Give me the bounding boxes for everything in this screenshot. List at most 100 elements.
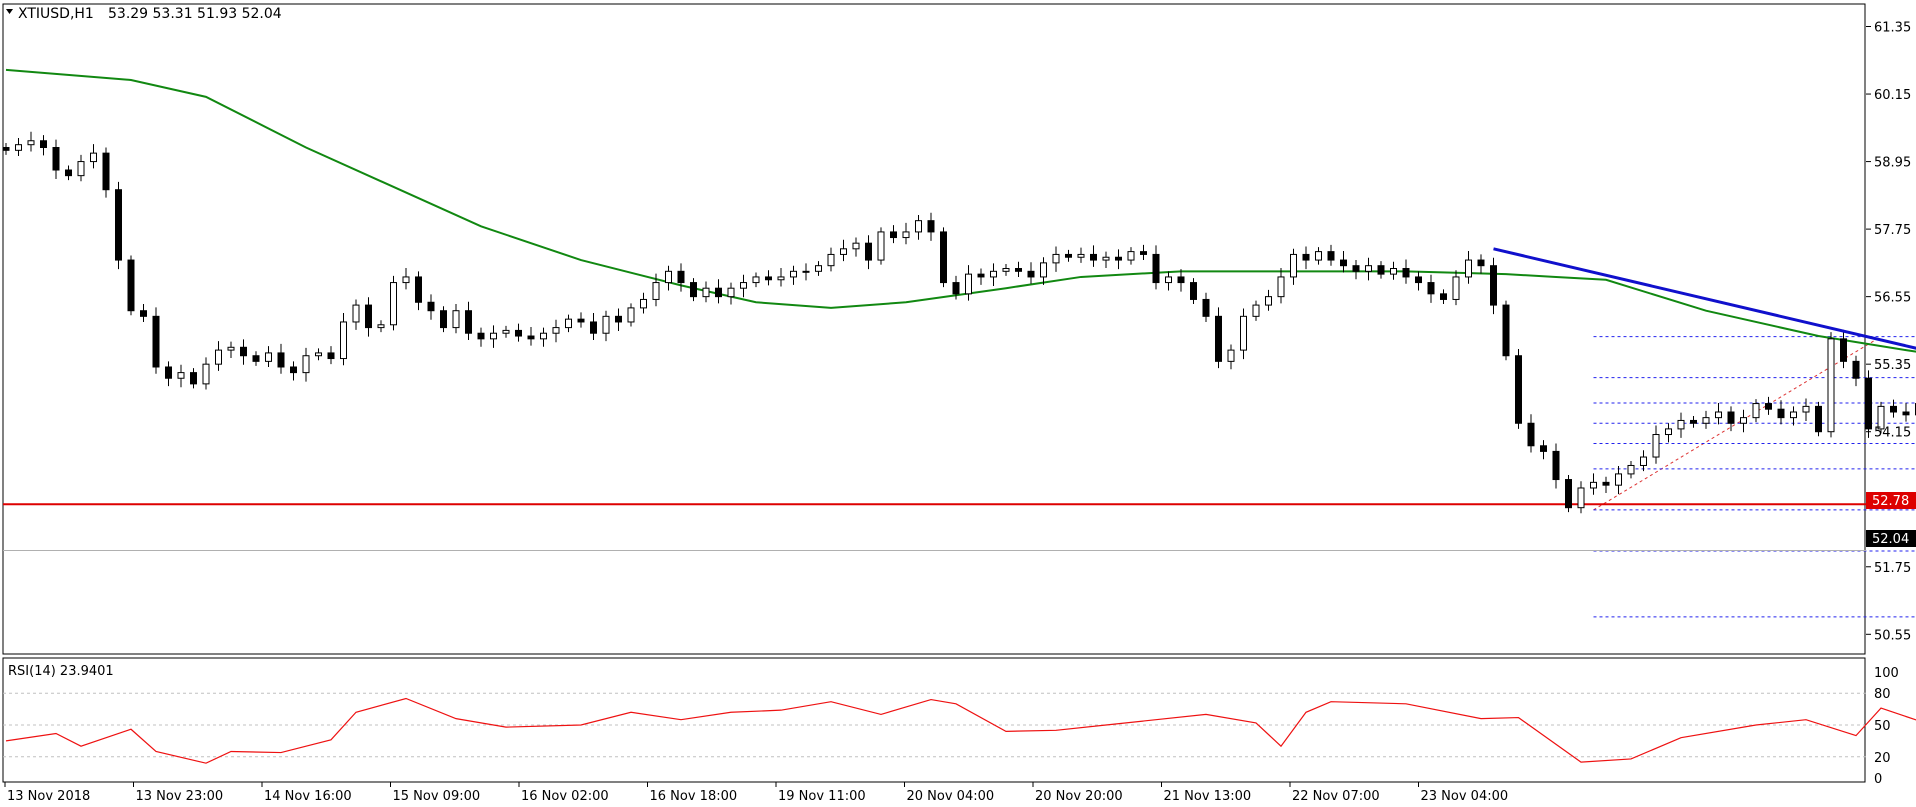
candle-body (1565, 479, 1572, 509)
rsi-tick-label: 50 (1874, 719, 1891, 734)
candle-body (1877, 405, 1885, 430)
time-tick-label: 23 Nov 04:00 (1421, 789, 1509, 804)
candle-body (1615, 473, 1622, 486)
trendline-segment (1493, 247, 1916, 350)
price-tick-label: 54.15 (1874, 426, 1911, 441)
trendline (1493, 247, 1916, 350)
candle-body (790, 270, 797, 278)
candle-body (252, 355, 260, 362)
candle-body (677, 270, 685, 284)
candle-body (1002, 268, 1010, 272)
candle-body (1052, 253, 1060, 264)
price-tick-label: 61.35 (1874, 21, 1911, 36)
candle-body (1540, 445, 1547, 452)
candle-body (440, 310, 447, 329)
candle-body (302, 355, 310, 374)
candle-body (752, 276, 760, 284)
candle-body (1490, 265, 1497, 306)
candle-body (1627, 464, 1635, 475)
price-tick-label: 50.55 (1874, 628, 1911, 643)
candle-body (1752, 403, 1760, 419)
candle-body (2, 147, 10, 151)
candle-body (502, 329, 510, 334)
time-tick-label: 20 Nov 04:00 (907, 789, 995, 804)
candle-body (40, 140, 47, 149)
candle-body (390, 282, 397, 326)
candle-body (727, 287, 735, 298)
rsi-label: RSI(14) 23.9401 (8, 664, 114, 679)
candle-body (1140, 251, 1147, 255)
candle-body (90, 152, 97, 163)
rsi-axis: 100 80 50 20 0 (1874, 666, 1899, 787)
candle-body (415, 276, 422, 303)
candle-body (1415, 276, 1422, 284)
candle-body (577, 318, 585, 323)
candle-body (1227, 349, 1235, 362)
candle-body (1177, 276, 1185, 284)
candle-body (1102, 256, 1110, 261)
candle-body (165, 366, 172, 379)
candle-body (1902, 411, 1910, 416)
price-tick-label: 56.55 (1874, 291, 1911, 306)
rsi-tick-label: 80 (1874, 687, 1891, 702)
candle-body (327, 352, 335, 360)
candle-body (527, 335, 535, 340)
candle-body (890, 231, 897, 239)
candle-body (315, 352, 322, 357)
last-price-tag (1866, 530, 1916, 547)
time-axis: 13 Nov 2018 13 Nov 23:00 14 Nov 16:00 15 No… (4, 782, 1509, 804)
candle-body (1390, 268, 1397, 275)
candle-body (715, 287, 722, 298)
candle-body (1377, 265, 1385, 275)
candle-body (1665, 428, 1672, 436)
candle-body (665, 270, 672, 284)
candle-body (765, 276, 772, 281)
candle-body (1027, 270, 1035, 278)
candle-body (815, 265, 822, 272)
candle-body (365, 304, 372, 329)
candle-body (177, 372, 185, 379)
candle-body (102, 152, 110, 191)
candle-body (852, 242, 860, 250)
time-tick-label: 13 Nov 23:00 (136, 789, 224, 804)
candle-body (277, 352, 285, 368)
rsi-tick-label: 0 (1874, 772, 1882, 787)
candle-body (1827, 338, 1835, 433)
last-price-text: 52.04 (1872, 532, 1909, 547)
candle-body (1702, 417, 1710, 424)
candle-body (1690, 419, 1697, 424)
candle-body (1190, 282, 1197, 300)
support-line (3, 503, 1866, 551)
candle-body (1477, 259, 1485, 267)
candle-body (477, 332, 485, 340)
candle-body (1652, 434, 1660, 458)
candle-body (565, 318, 572, 329)
candle-body (1577, 487, 1585, 509)
candle-body (777, 276, 785, 281)
candle-body (352, 304, 360, 323)
candle-body (377, 324, 385, 329)
candle-body (902, 231, 910, 239)
candle-body (1852, 360, 1860, 379)
time-tick-label: 20 Nov 20:00 (1035, 789, 1123, 804)
candle-body (465, 310, 472, 334)
dropdown-triangle-icon[interactable] (6, 9, 13, 14)
candle-body (290, 366, 297, 374)
candle-body (1552, 450, 1560, 481)
time-tick-label: 15 Nov 09:00 (393, 789, 481, 804)
candle-body (1440, 293, 1447, 300)
candlesticks (2, 131, 1916, 514)
candle-body (52, 147, 60, 171)
candle-body (77, 161, 85, 177)
candle-body (1640, 456, 1647, 466)
candle-body (1602, 481, 1610, 486)
time-tick-label: 16 Nov 18:00 (650, 789, 738, 804)
candle-body (1465, 259, 1472, 278)
fib-anchor-line (1593, 336, 1882, 511)
candle-body (1202, 298, 1210, 317)
candle-body (1077, 253, 1085, 258)
support-price-tag (1866, 492, 1916, 509)
candle-body (940, 231, 947, 284)
candle-body (1340, 259, 1347, 267)
